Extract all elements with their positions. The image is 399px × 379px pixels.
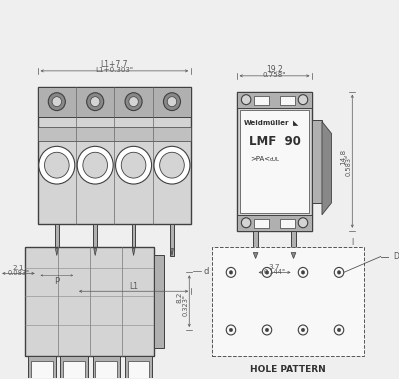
Bar [38, 87, 191, 116]
Circle shape [301, 328, 305, 332]
Bar [63, 361, 85, 379]
Bar [312, 119, 322, 203]
Text: l: l [351, 238, 354, 247]
Circle shape [121, 152, 146, 178]
Bar [154, 255, 164, 348]
Polygon shape [132, 249, 135, 255]
Polygon shape [170, 249, 174, 255]
Bar [93, 224, 97, 255]
Circle shape [301, 271, 305, 274]
Bar [170, 224, 174, 255]
Text: >PA<: >PA< [250, 156, 270, 162]
Text: 3.7: 3.7 [269, 265, 280, 271]
Text: 0.758": 0.758" [263, 72, 286, 78]
Circle shape [167, 97, 177, 106]
Text: 0.144": 0.144" [264, 269, 286, 276]
Text: 0.083": 0.083" [8, 270, 30, 276]
Circle shape [164, 93, 180, 111]
Circle shape [116, 146, 152, 184]
Bar [291, 231, 296, 258]
Circle shape [48, 93, 65, 111]
Text: L1+0.303": L1+0.303" [95, 67, 133, 73]
Circle shape [39, 146, 75, 184]
Text: 2.1: 2.1 [13, 265, 24, 271]
Bar [93, 356, 120, 379]
Polygon shape [55, 249, 58, 255]
Circle shape [160, 152, 184, 178]
Bar [55, 224, 59, 255]
Bar [254, 96, 269, 105]
Text: L1+7.7: L1+7.7 [101, 60, 128, 69]
Bar [254, 219, 269, 228]
Circle shape [334, 325, 344, 335]
Circle shape [226, 268, 236, 277]
Polygon shape [253, 252, 258, 258]
Circle shape [265, 328, 269, 332]
Bar [241, 110, 309, 213]
Text: 0.583": 0.583" [346, 154, 352, 176]
Bar [25, 247, 154, 356]
Text: ◣: ◣ [293, 121, 298, 127]
Circle shape [241, 95, 251, 105]
Text: L1: L1 [129, 282, 138, 291]
Text: LMF  90: LMF 90 [249, 135, 300, 148]
Circle shape [87, 93, 104, 111]
Circle shape [298, 95, 308, 105]
Bar [28, 356, 55, 379]
Circle shape [44, 152, 69, 178]
Bar [38, 127, 191, 141]
Polygon shape [94, 249, 97, 255]
Circle shape [129, 97, 138, 106]
Bar [60, 356, 88, 379]
Text: cUL: cUL [270, 157, 280, 162]
Circle shape [334, 268, 344, 277]
Circle shape [83, 152, 107, 178]
Circle shape [77, 146, 113, 184]
Bar [38, 87, 191, 224]
Circle shape [298, 218, 308, 228]
Text: D: D [393, 252, 399, 261]
Circle shape [154, 146, 190, 184]
Circle shape [298, 268, 308, 277]
Text: d: d [203, 267, 209, 276]
Circle shape [125, 93, 142, 111]
Bar [132, 224, 136, 255]
Text: 19.2: 19.2 [266, 66, 283, 74]
Bar [128, 361, 150, 379]
Bar [253, 231, 259, 258]
Circle shape [337, 328, 341, 332]
Circle shape [52, 97, 61, 106]
Text: Weidmüller: Weidmüller [244, 121, 290, 127]
Bar [212, 247, 363, 356]
Bar [125, 356, 152, 379]
Circle shape [265, 271, 269, 274]
Bar [237, 92, 312, 108]
Circle shape [241, 218, 251, 228]
Text: 8.2: 8.2 [177, 291, 183, 303]
Text: 14.8: 14.8 [340, 149, 346, 165]
Polygon shape [291, 252, 296, 258]
Circle shape [337, 271, 341, 274]
Bar [31, 361, 53, 379]
Text: 0.323": 0.323" [182, 294, 188, 316]
Polygon shape [322, 122, 332, 215]
Text: HOLE PATTERN: HOLE PATTERN [250, 365, 326, 374]
Bar [280, 96, 295, 105]
Circle shape [226, 325, 236, 335]
Bar [280, 219, 295, 228]
Circle shape [91, 97, 100, 106]
Circle shape [262, 325, 272, 335]
Text: P: P [54, 277, 59, 286]
Circle shape [262, 268, 272, 277]
Circle shape [298, 325, 308, 335]
Bar [237, 92, 312, 231]
Bar [95, 361, 117, 379]
Circle shape [229, 271, 233, 274]
Circle shape [229, 328, 233, 332]
Bar [237, 215, 312, 231]
